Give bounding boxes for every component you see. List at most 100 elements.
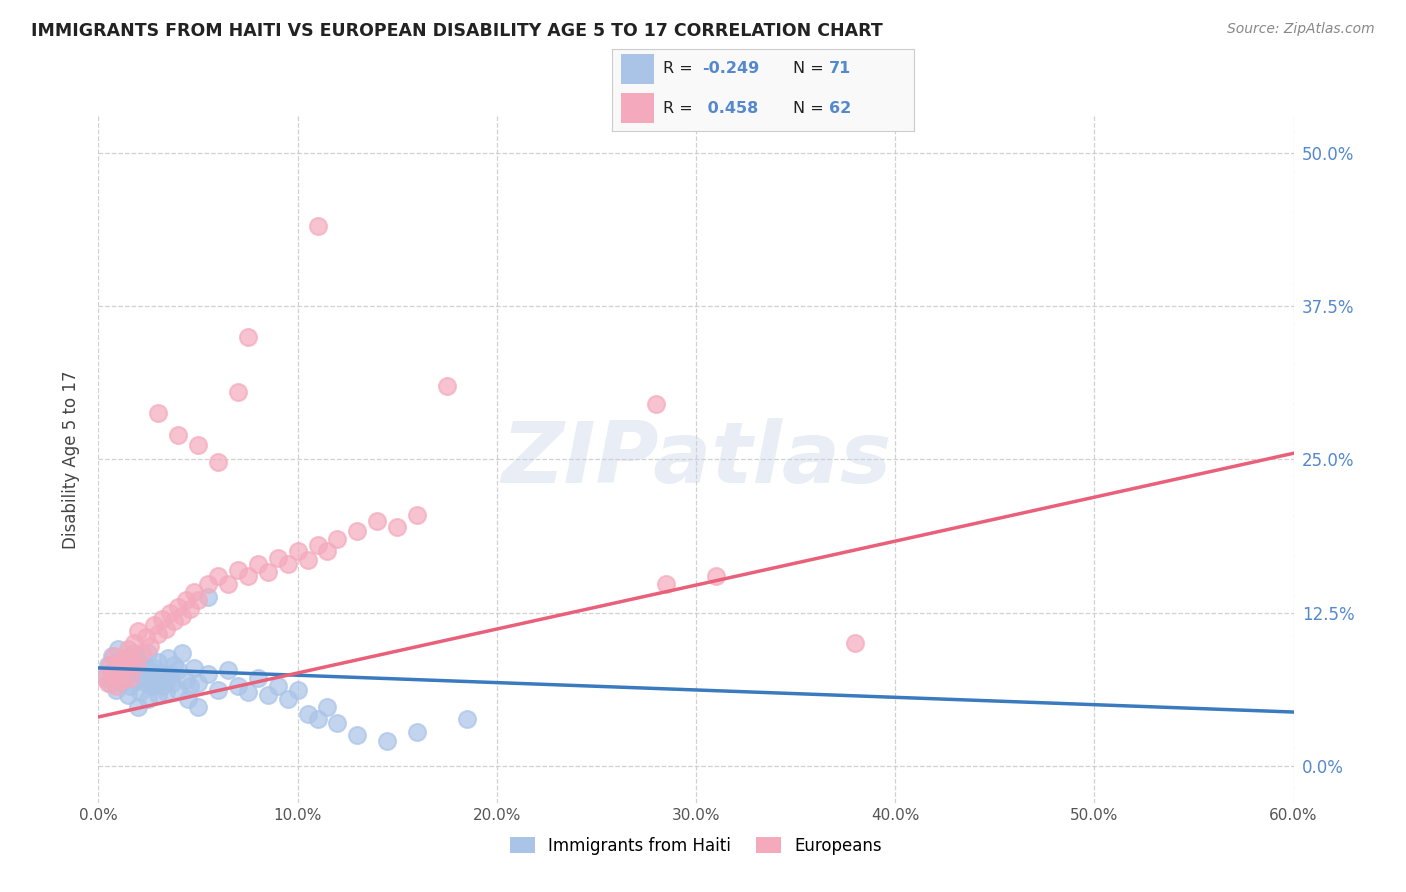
Point [125,658,148,673]
Point [197,577,219,591]
Point [117,642,139,657]
Text: R =: R = [664,62,697,76]
Point [143,679,166,693]
Point [187,593,209,607]
Point [179,602,201,616]
Point [226,384,249,399]
Point [121,664,143,678]
Point [105,683,128,698]
Point [150,612,173,626]
Point [127,700,149,714]
Point [141,679,163,693]
Point [167,664,190,678]
Point [226,563,249,577]
Point [111,675,134,690]
Point [167,599,190,614]
Text: Source: ZipAtlas.com: Source: ZipAtlas.com [1227,22,1375,37]
Point [172,609,194,624]
Point [163,614,186,628]
Point [101,648,124,663]
Point [97,658,120,673]
Point [406,724,429,739]
Point [226,679,249,693]
Point [115,661,138,675]
Point [148,688,170,702]
Point [155,685,177,699]
Point [307,219,329,234]
Point [139,664,162,678]
Point [197,667,219,681]
Point [93,671,115,685]
Point [120,671,142,685]
Point [267,679,290,693]
Point [207,569,229,583]
Point [236,685,259,699]
Point [93,667,115,681]
Point [844,636,866,650]
Point [124,657,146,672]
Text: ZIPatlas: ZIPatlas [501,417,891,501]
Point [704,569,727,583]
Point [121,651,143,665]
Point [135,675,157,690]
Point [217,664,239,678]
Point [177,691,200,706]
Point [217,577,239,591]
Point [127,653,149,667]
Point [256,688,278,702]
Point [124,636,146,650]
Point [107,655,129,669]
Point [207,455,229,469]
Text: IMMIGRANTS FROM HAITI VS EUROPEAN DISABILITY AGE 5 TO 17 CORRELATION CHART: IMMIGRANTS FROM HAITI VS EUROPEAN DISABI… [31,22,883,40]
Point [145,673,167,688]
Point [136,691,159,706]
Point [277,557,299,571]
Point [385,520,409,534]
Point [111,673,134,688]
Point [107,642,129,657]
Text: N =: N = [793,101,830,116]
Point [236,569,259,583]
Point [207,683,229,698]
Point [316,544,339,558]
Bar [620,94,654,123]
Point [256,566,278,580]
Point [97,675,120,690]
Point [98,658,122,673]
Point [120,679,142,693]
Point [125,673,148,688]
Point [346,728,368,742]
Point [103,648,125,663]
Point [297,707,319,722]
Point [148,406,170,420]
Point [287,683,309,698]
Point [105,679,128,693]
Point [112,651,135,665]
Point [167,428,190,442]
Point [645,397,668,411]
Point [183,661,205,675]
Point [139,639,162,653]
Point [246,557,269,571]
Point [197,590,219,604]
Point [134,658,156,673]
Point [297,553,319,567]
Point [157,671,180,685]
Point [107,664,129,678]
Point [267,550,290,565]
Text: 0.458: 0.458 [703,101,759,116]
Point [246,671,269,685]
Point [366,514,388,528]
Point [326,532,349,546]
Point [110,655,132,669]
Point [167,683,190,698]
Point [136,646,159,660]
Point [101,667,124,681]
Point [307,712,329,726]
Point [143,618,166,632]
Text: 71: 71 [830,62,852,76]
Point [456,712,478,726]
Point [117,651,139,665]
Point [174,593,197,607]
Point [157,651,180,665]
